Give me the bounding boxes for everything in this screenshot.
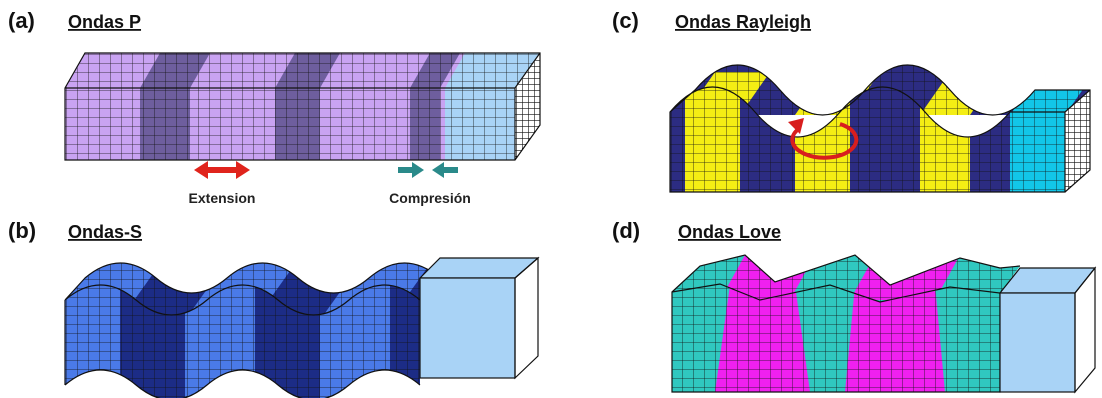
extension-arrow: [194, 161, 250, 179]
side-face: [515, 258, 538, 378]
grid: [665, 280, 1005, 395]
grid: [65, 88, 515, 160]
annotation: Compresión: [389, 190, 471, 206]
arrow-head: [194, 161, 208, 179]
love-wave-block: [665, 250, 1095, 395]
panel-label: (c): [612, 8, 639, 33]
end-front: [1000, 293, 1075, 392]
panel-title: Ondas-S: [68, 222, 142, 242]
grid: [60, 50, 550, 90]
arrow-head: [432, 162, 444, 178]
rayleigh-wave-block: [665, 55, 1095, 195]
annotation: Extension: [189, 190, 256, 206]
panel-label: (d): [612, 218, 640, 243]
figure: (a) Ondas P Extension Compresión (b) Ond…: [0, 0, 1102, 398]
compression-arrows: [398, 162, 458, 178]
panel-title: Ondas P: [68, 12, 141, 32]
arrow-head: [412, 162, 424, 178]
p-wave-block: [60, 50, 550, 160]
top-face: [60, 50, 550, 90]
panel-label: (b): [8, 218, 36, 243]
s-wave-block: [60, 240, 538, 398]
grid: [60, 270, 430, 398]
arrow-head: [236, 161, 250, 179]
panel-label: (a): [8, 8, 35, 33]
front-face: [60, 270, 430, 398]
front-face: [665, 280, 1005, 395]
panel-title: Ondas Rayleigh: [675, 12, 811, 32]
grid: [665, 80, 1070, 195]
end-front: [420, 278, 515, 378]
panel-title: Ondas Love: [678, 222, 781, 242]
front-face: [665, 80, 1070, 195]
